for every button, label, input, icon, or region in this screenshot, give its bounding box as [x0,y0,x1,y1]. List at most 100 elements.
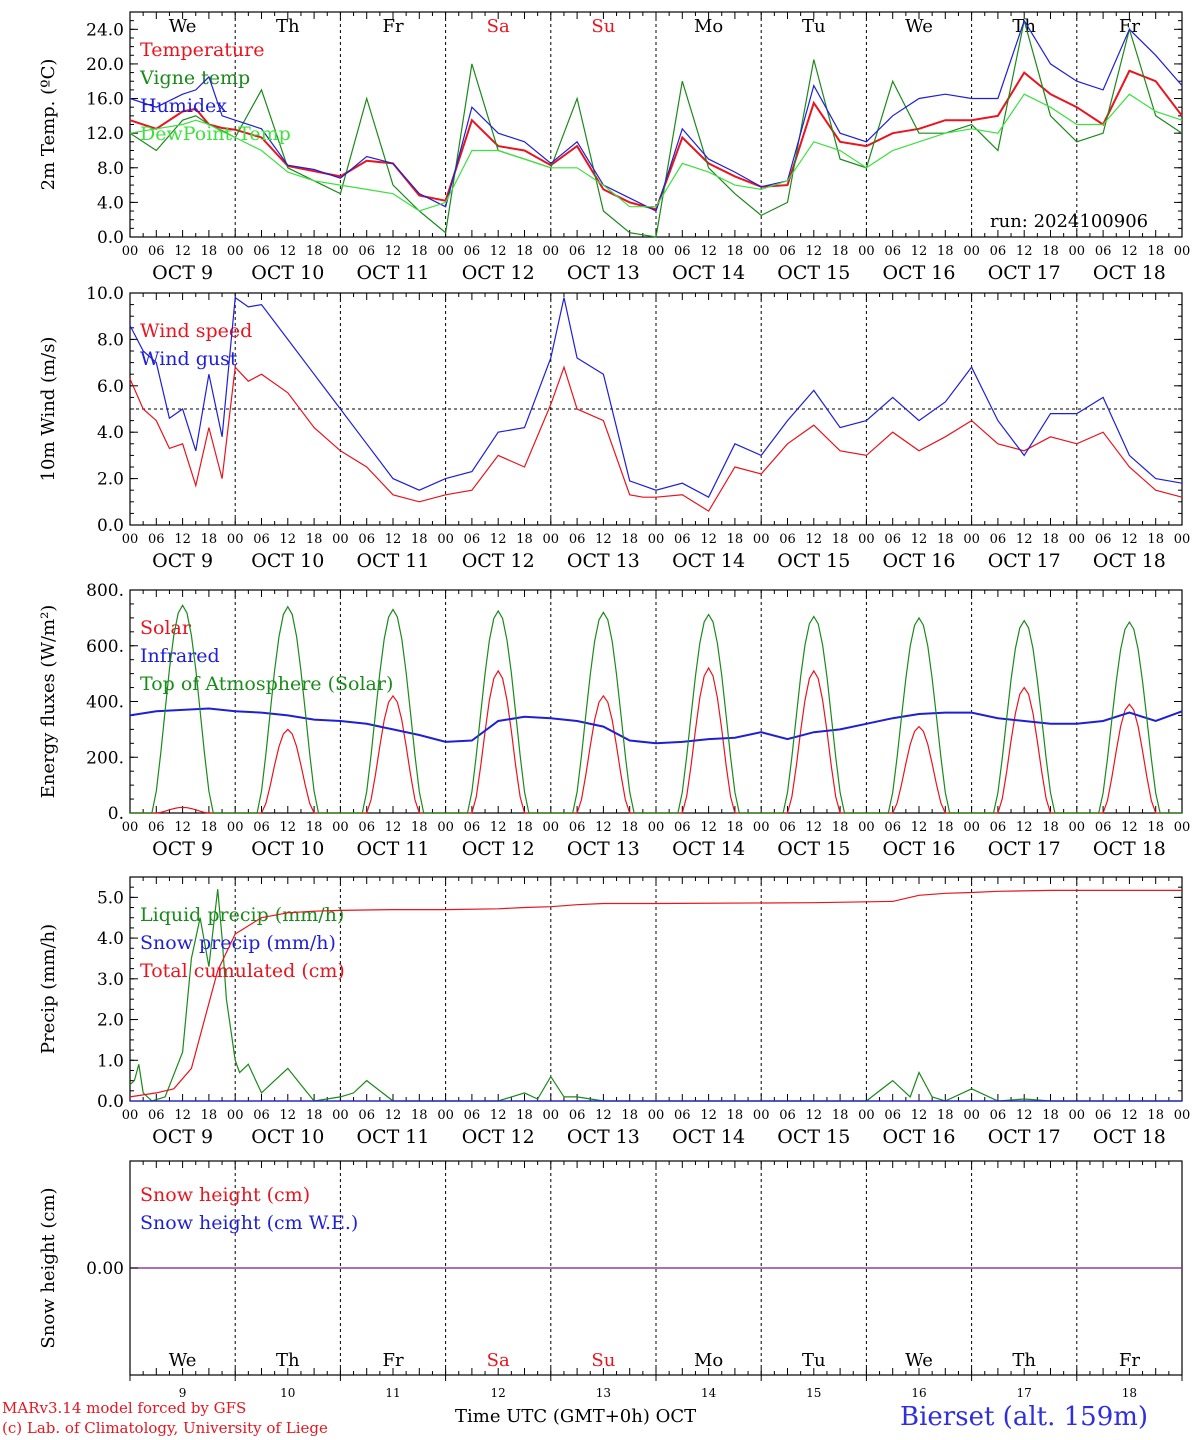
day-name-label: Tu [802,1350,826,1371]
hour-label: 12 [280,1108,297,1123]
hour-label: 12 [1121,244,1138,259]
legend-entry: Total cumulated (cm) [140,960,345,982]
hour-label: 06 [884,1108,901,1123]
date-label: OCT 13 [567,262,640,284]
day-number-label: 17 [1017,1386,1032,1400]
hour-label: 06 [674,532,691,547]
hour-label: 00 [122,532,139,547]
hour-label: 00 [227,1108,244,1123]
hour-label: 18 [411,532,428,547]
y-tick-label: 24.0 [86,20,124,40]
hour-label: 12 [700,1108,717,1123]
hour-label: 06 [148,820,165,835]
hour-label: 00 [1174,1108,1191,1123]
date-label: OCT 11 [356,838,429,860]
hour-label: 00 [543,1108,560,1123]
hour-label: 12 [700,532,717,547]
y-axis-label: 2m Temp. (ºC) [38,59,59,191]
hour-label: 18 [201,532,218,547]
day-name-label: Su [591,1350,615,1371]
hour-label: 06 [464,1108,481,1123]
hour-label: 12 [911,1108,928,1123]
day-name-label: Fr [382,16,403,37]
y-tick-label: 400. [86,693,124,713]
hour-label: 06 [358,244,375,259]
date-label: OCT 12 [462,838,535,860]
series-line-temperature [129,69,1183,211]
hour-label: 18 [937,244,954,259]
date-label: OCT 17 [988,1126,1061,1148]
hour-label: 06 [990,532,1007,547]
hour-label: 00 [648,244,665,259]
hour-label: 06 [1095,820,1112,835]
hour-label: 18 [516,820,533,835]
series-line-infrared [129,707,1183,745]
y-tick-label: 4.0 [97,423,124,443]
hour-label: 18 [937,532,954,547]
y-tick-label: 8.0 [97,159,124,179]
legend-entry: Snow precip (mm/h) [140,932,336,954]
hour-label: 00 [753,820,770,835]
y-axis-label: Energy fluxes (W/m²) [38,605,59,799]
date-label: OCT 11 [356,550,429,572]
day-number-label: 9 [179,1386,187,1400]
hour-label: 18 [727,820,744,835]
hour-label: 18 [1147,1108,1164,1123]
hour-label: 06 [674,1108,691,1123]
hour-label: 12 [595,820,612,835]
hour-label: 00 [332,820,349,835]
series-line-humidex [129,19,1183,212]
hour-label: 12 [1016,1108,1033,1123]
hour-label: 00 [227,820,244,835]
hour-label: 18 [727,244,744,259]
hour-label: 00 [543,820,560,835]
hour-label: 12 [806,820,823,835]
hour-label: 06 [464,532,481,547]
hour-label: 06 [358,1108,375,1123]
date-label: OCT 10 [251,838,324,860]
date-label: OCT 16 [882,262,955,284]
date-label: OCT 13 [567,1126,640,1148]
hour-label: 18 [621,1108,638,1123]
date-label: OCT 9 [152,838,213,860]
run-label: run: 2024100906 [990,211,1149,232]
hour-label: 00 [437,1108,454,1123]
date-label: OCT 12 [462,550,535,572]
y-tick-label: 0.0 [97,228,124,248]
hour-label: 18 [621,532,638,547]
day-number-label: 10 [280,1386,295,1400]
hour-label: 00 [227,532,244,547]
hour-label: 18 [727,1108,744,1123]
hour-label: 18 [832,1108,849,1123]
date-label: OCT 17 [988,838,1061,860]
hour-label: 12 [385,1108,402,1123]
series-line-top-of-atmosphere-solar- [130,604,1182,814]
hour-label: 00 [1174,820,1191,835]
hour-label: 18 [306,532,323,547]
hour-label: 00 [753,244,770,259]
hour-label: 12 [806,532,823,547]
date-label: OCT 14 [672,550,745,572]
series-line-dewpoint-temp [129,93,1183,212]
y-tick-label: 600. [86,637,124,657]
hour-label: 06 [779,244,796,259]
hour-label: 06 [253,1108,270,1123]
hour-label: 06 [358,532,375,547]
hour-label: 12 [174,532,191,547]
date-label: OCT 15 [777,838,850,860]
date-label: OCT 11 [356,1126,429,1148]
hour-label: 06 [148,532,165,547]
y-axis-label: Precip (mm/h) [38,924,59,1054]
hour-label: 06 [779,820,796,835]
hour-label: 18 [411,1108,428,1123]
day-name-label: We [905,1350,933,1371]
hour-label: 12 [490,244,507,259]
hour-label: 18 [832,820,849,835]
hour-label: 00 [648,1108,665,1123]
date-label: OCT 15 [777,262,850,284]
legend-entry: Wind speed [140,320,252,342]
hour-label: 06 [569,532,586,547]
hour-label: 12 [280,532,297,547]
hour-label: 18 [201,820,218,835]
date-label: OCT 9 [152,550,213,572]
